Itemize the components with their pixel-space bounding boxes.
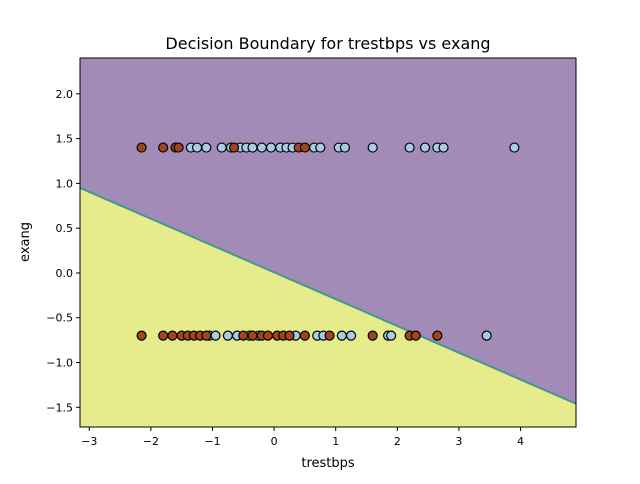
- x-tick-label-2: −1: [204, 435, 220, 448]
- y-tick-label-2: −0.5: [46, 312, 73, 325]
- x-tick-label-1: −2: [143, 435, 159, 448]
- y-tick-label-6: 1.5: [56, 133, 74, 146]
- data-point-s1-24: [367, 330, 378, 341]
- y-tick-label-0: −1.5: [46, 401, 73, 414]
- y-axis-ticks: −1.5 −1.0 −0.5 0.0 0.5 1.0 1.5 2.0: [46, 88, 80, 414]
- data-point-s1-7: [136, 330, 147, 341]
- data-point-s0-18: [404, 142, 415, 153]
- y-tick-label-4: 0.5: [56, 222, 74, 235]
- data-point-s0-1: [191, 142, 203, 153]
- data-point-s0-17: [367, 142, 378, 153]
- data-point-s1-3: [173, 142, 184, 153]
- data-point-s1-26: [410, 330, 421, 341]
- data-point-s0-7: [247, 142, 258, 153]
- y-tick-label-7: 2.0: [56, 88, 74, 101]
- data-point-s0-9: [265, 142, 277, 153]
- data-point-s1-14: [201, 330, 212, 341]
- x-tick-label-6: 3: [455, 435, 462, 448]
- x-tick-label-3: 0: [271, 435, 278, 448]
- data-point-s0-22: [509, 142, 520, 153]
- x-tick-label-0: −3: [81, 435, 97, 448]
- plot-frame: [79, 57, 577, 428]
- data-point-s0-35: [386, 330, 397, 341]
- data-point-s0-19: [419, 142, 431, 153]
- data-point-s0-16: [339, 142, 351, 153]
- data-point-s1-21: [284, 330, 295, 341]
- decision-boundary-line: [80, 186, 576, 405]
- x-axis-ticks: −3 −2 −1 0 1 2 3 4: [81, 427, 524, 448]
- data-point-s1-9: [167, 330, 178, 341]
- plot-lower-region: [80, 187, 576, 427]
- data-point-s1-6: [299, 142, 310, 153]
- data-points: [136, 142, 520, 341]
- x-tick-label-5: 2: [394, 435, 401, 448]
- data-point-s1-4: [228, 142, 240, 153]
- data-point-s1-27: [432, 330, 443, 341]
- y-tick-label-1: −1.0: [46, 357, 73, 370]
- data-point-s0-24: [210, 330, 221, 341]
- data-point-s0-8: [256, 142, 267, 153]
- data-point-s1-22: [299, 330, 310, 341]
- data-point-s1-0: [136, 142, 147, 153]
- data-point-s0-21: [438, 142, 449, 153]
- x-tick-label-7: 4: [517, 435, 524, 448]
- data-point-s0-36: [481, 330, 492, 341]
- data-point-s1-8: [158, 330, 169, 341]
- data-point-s0-25: [222, 330, 233, 341]
- chart-title: Decision Boundary for trestbps vs exang: [165, 34, 490, 53]
- y-tick-label-5: 1.0: [56, 177, 74, 190]
- data-point-s0-32: [336, 330, 347, 341]
- data-point-s1-1: [158, 142, 169, 153]
- data-point-s0-33: [346, 330, 357, 341]
- data-point-s1-15: [238, 330, 249, 341]
- y-tick-label-3: 0.0: [56, 267, 74, 280]
- data-point-s0-2: [201, 142, 212, 153]
- data-point-s1-16: [247, 330, 258, 341]
- y-axis-label: exang: [18, 222, 33, 262]
- x-axis-label: trestbps: [301, 456, 355, 471]
- x-tick-label-4: 1: [332, 435, 339, 448]
- data-point-s0-14: [315, 142, 326, 153]
- data-point-s1-18: [262, 330, 274, 341]
- data-point-s0-3: [216, 142, 227, 153]
- data-point-s1-23: [324, 330, 335, 341]
